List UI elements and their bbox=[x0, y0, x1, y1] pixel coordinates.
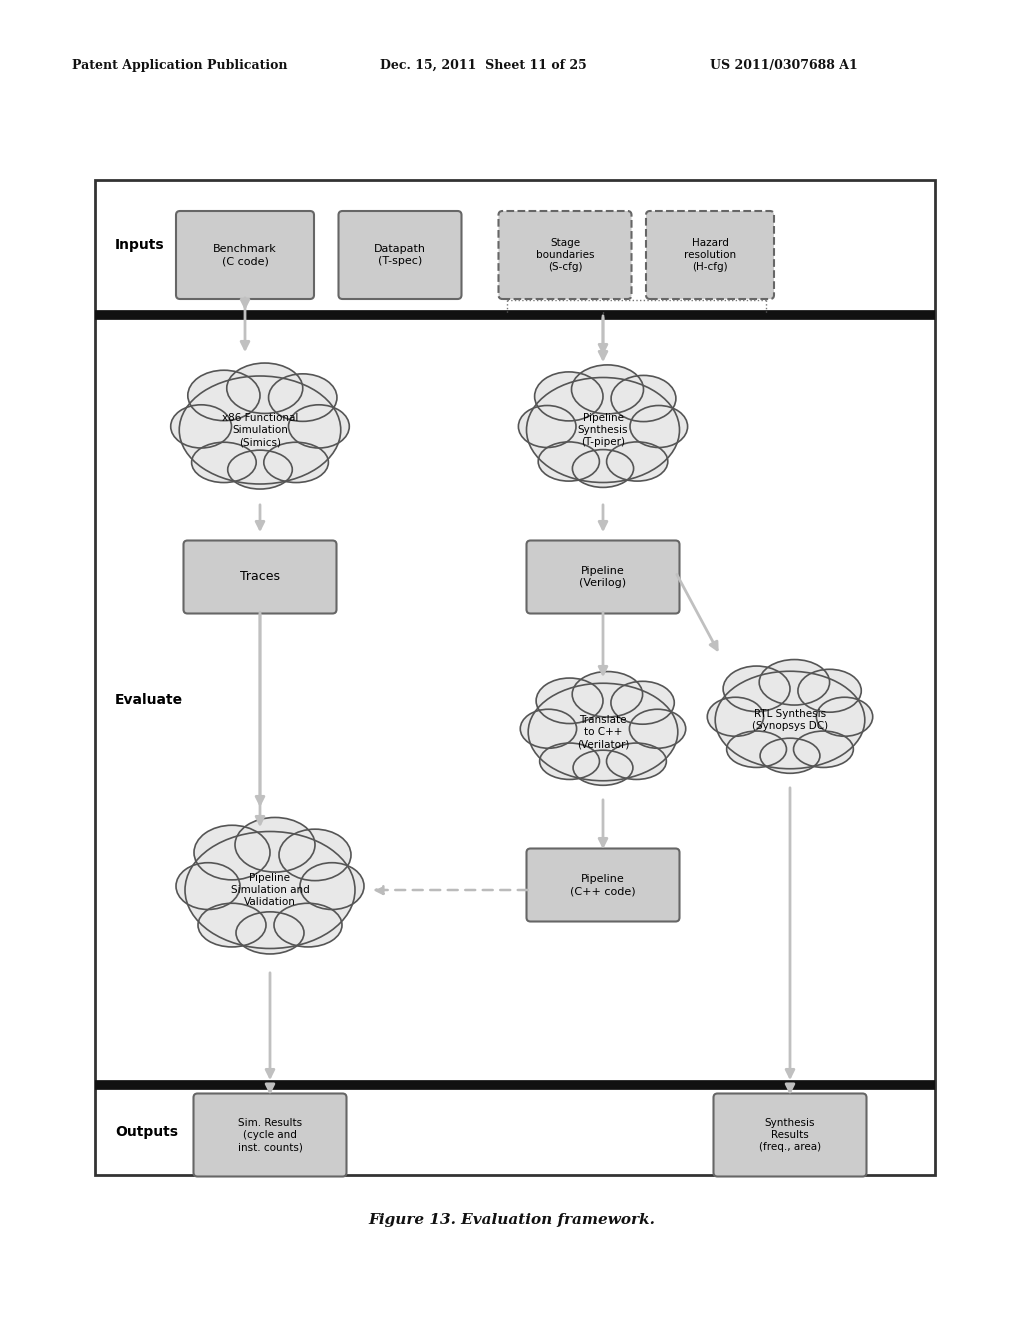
FancyBboxPatch shape bbox=[194, 1093, 346, 1176]
FancyBboxPatch shape bbox=[526, 540, 680, 614]
Ellipse shape bbox=[715, 672, 865, 768]
FancyBboxPatch shape bbox=[339, 211, 462, 300]
Text: Translate
to C++
(Verilator): Translate to C++ (Verilator) bbox=[577, 714, 629, 750]
Ellipse shape bbox=[518, 405, 575, 447]
Ellipse shape bbox=[537, 678, 603, 723]
FancyBboxPatch shape bbox=[714, 1093, 866, 1176]
Ellipse shape bbox=[198, 903, 266, 946]
Ellipse shape bbox=[798, 669, 861, 713]
Ellipse shape bbox=[630, 709, 686, 748]
Ellipse shape bbox=[185, 832, 355, 949]
Text: Evaluate: Evaluate bbox=[115, 693, 183, 708]
Ellipse shape bbox=[535, 372, 603, 421]
Ellipse shape bbox=[572, 450, 634, 487]
Ellipse shape bbox=[300, 863, 364, 909]
Ellipse shape bbox=[611, 375, 676, 421]
Ellipse shape bbox=[194, 825, 270, 880]
Text: RTL Synthesis
(Synopsys DC): RTL Synthesis (Synopsys DC) bbox=[752, 709, 828, 731]
Ellipse shape bbox=[816, 697, 872, 737]
Text: US 2011/0307688 A1: US 2011/0307688 A1 bbox=[710, 58, 858, 71]
Text: Benchmark
(C code): Benchmark (C code) bbox=[213, 244, 276, 267]
Ellipse shape bbox=[191, 442, 256, 483]
Text: Pipeline
Simulation and
Validation: Pipeline Simulation and Validation bbox=[230, 873, 309, 907]
Ellipse shape bbox=[268, 374, 337, 421]
Ellipse shape bbox=[630, 405, 687, 447]
FancyBboxPatch shape bbox=[526, 849, 680, 921]
Ellipse shape bbox=[187, 370, 260, 421]
Ellipse shape bbox=[279, 829, 351, 880]
Text: Hazard
resolution
(H-cfg): Hazard resolution (H-cfg) bbox=[684, 238, 736, 272]
Text: Datapath
(T-spec): Datapath (T-spec) bbox=[374, 244, 426, 267]
Ellipse shape bbox=[571, 364, 643, 414]
Ellipse shape bbox=[234, 817, 315, 873]
Text: Pipeline
(C++ code): Pipeline (C++ code) bbox=[570, 874, 636, 896]
Ellipse shape bbox=[179, 376, 341, 484]
Ellipse shape bbox=[540, 743, 599, 779]
Ellipse shape bbox=[727, 731, 786, 767]
Text: Synthesis
Results
(freq., area): Synthesis Results (freq., area) bbox=[759, 1118, 821, 1152]
Ellipse shape bbox=[606, 442, 668, 480]
FancyBboxPatch shape bbox=[499, 211, 632, 300]
Ellipse shape bbox=[528, 684, 678, 780]
Ellipse shape bbox=[708, 697, 764, 737]
Ellipse shape bbox=[573, 750, 633, 785]
Ellipse shape bbox=[539, 442, 599, 480]
Ellipse shape bbox=[759, 660, 829, 705]
Ellipse shape bbox=[611, 681, 674, 725]
Text: Outputs: Outputs bbox=[115, 1125, 178, 1139]
Text: Stage
boundaries
(S-cfg): Stage boundaries (S-cfg) bbox=[536, 238, 594, 272]
Ellipse shape bbox=[289, 405, 349, 447]
Ellipse shape bbox=[723, 667, 790, 711]
Ellipse shape bbox=[274, 903, 342, 946]
Ellipse shape bbox=[171, 405, 231, 447]
FancyBboxPatch shape bbox=[646, 211, 774, 300]
Ellipse shape bbox=[606, 743, 667, 779]
Ellipse shape bbox=[520, 709, 577, 748]
Text: Patent Application Publication: Patent Application Publication bbox=[72, 58, 288, 71]
Text: Inputs: Inputs bbox=[115, 238, 165, 252]
Text: Figure 13. Evaluation framework.: Figure 13. Evaluation framework. bbox=[369, 1213, 655, 1228]
Ellipse shape bbox=[236, 912, 304, 954]
Ellipse shape bbox=[794, 731, 853, 767]
Text: Traces: Traces bbox=[240, 570, 280, 583]
Ellipse shape bbox=[176, 863, 240, 909]
FancyBboxPatch shape bbox=[183, 540, 337, 614]
Text: Pipeline
Synthesis
(T-piper): Pipeline Synthesis (T-piper) bbox=[578, 413, 629, 447]
Ellipse shape bbox=[226, 363, 303, 413]
FancyBboxPatch shape bbox=[176, 211, 314, 300]
Text: Dec. 15, 2011  Sheet 11 of 25: Dec. 15, 2011 Sheet 11 of 25 bbox=[380, 58, 587, 71]
FancyBboxPatch shape bbox=[95, 180, 935, 1175]
Text: x86 Functional
Simulation
(Simics): x86 Functional Simulation (Simics) bbox=[222, 413, 298, 447]
Ellipse shape bbox=[227, 450, 292, 488]
Ellipse shape bbox=[572, 672, 643, 717]
Ellipse shape bbox=[526, 378, 680, 483]
Text: Pipeline
(Verilog): Pipeline (Verilog) bbox=[580, 566, 627, 589]
Ellipse shape bbox=[264, 442, 329, 483]
Ellipse shape bbox=[760, 738, 820, 774]
Text: Sim. Results
(cycle and
inst. counts): Sim. Results (cycle and inst. counts) bbox=[238, 1118, 302, 1152]
